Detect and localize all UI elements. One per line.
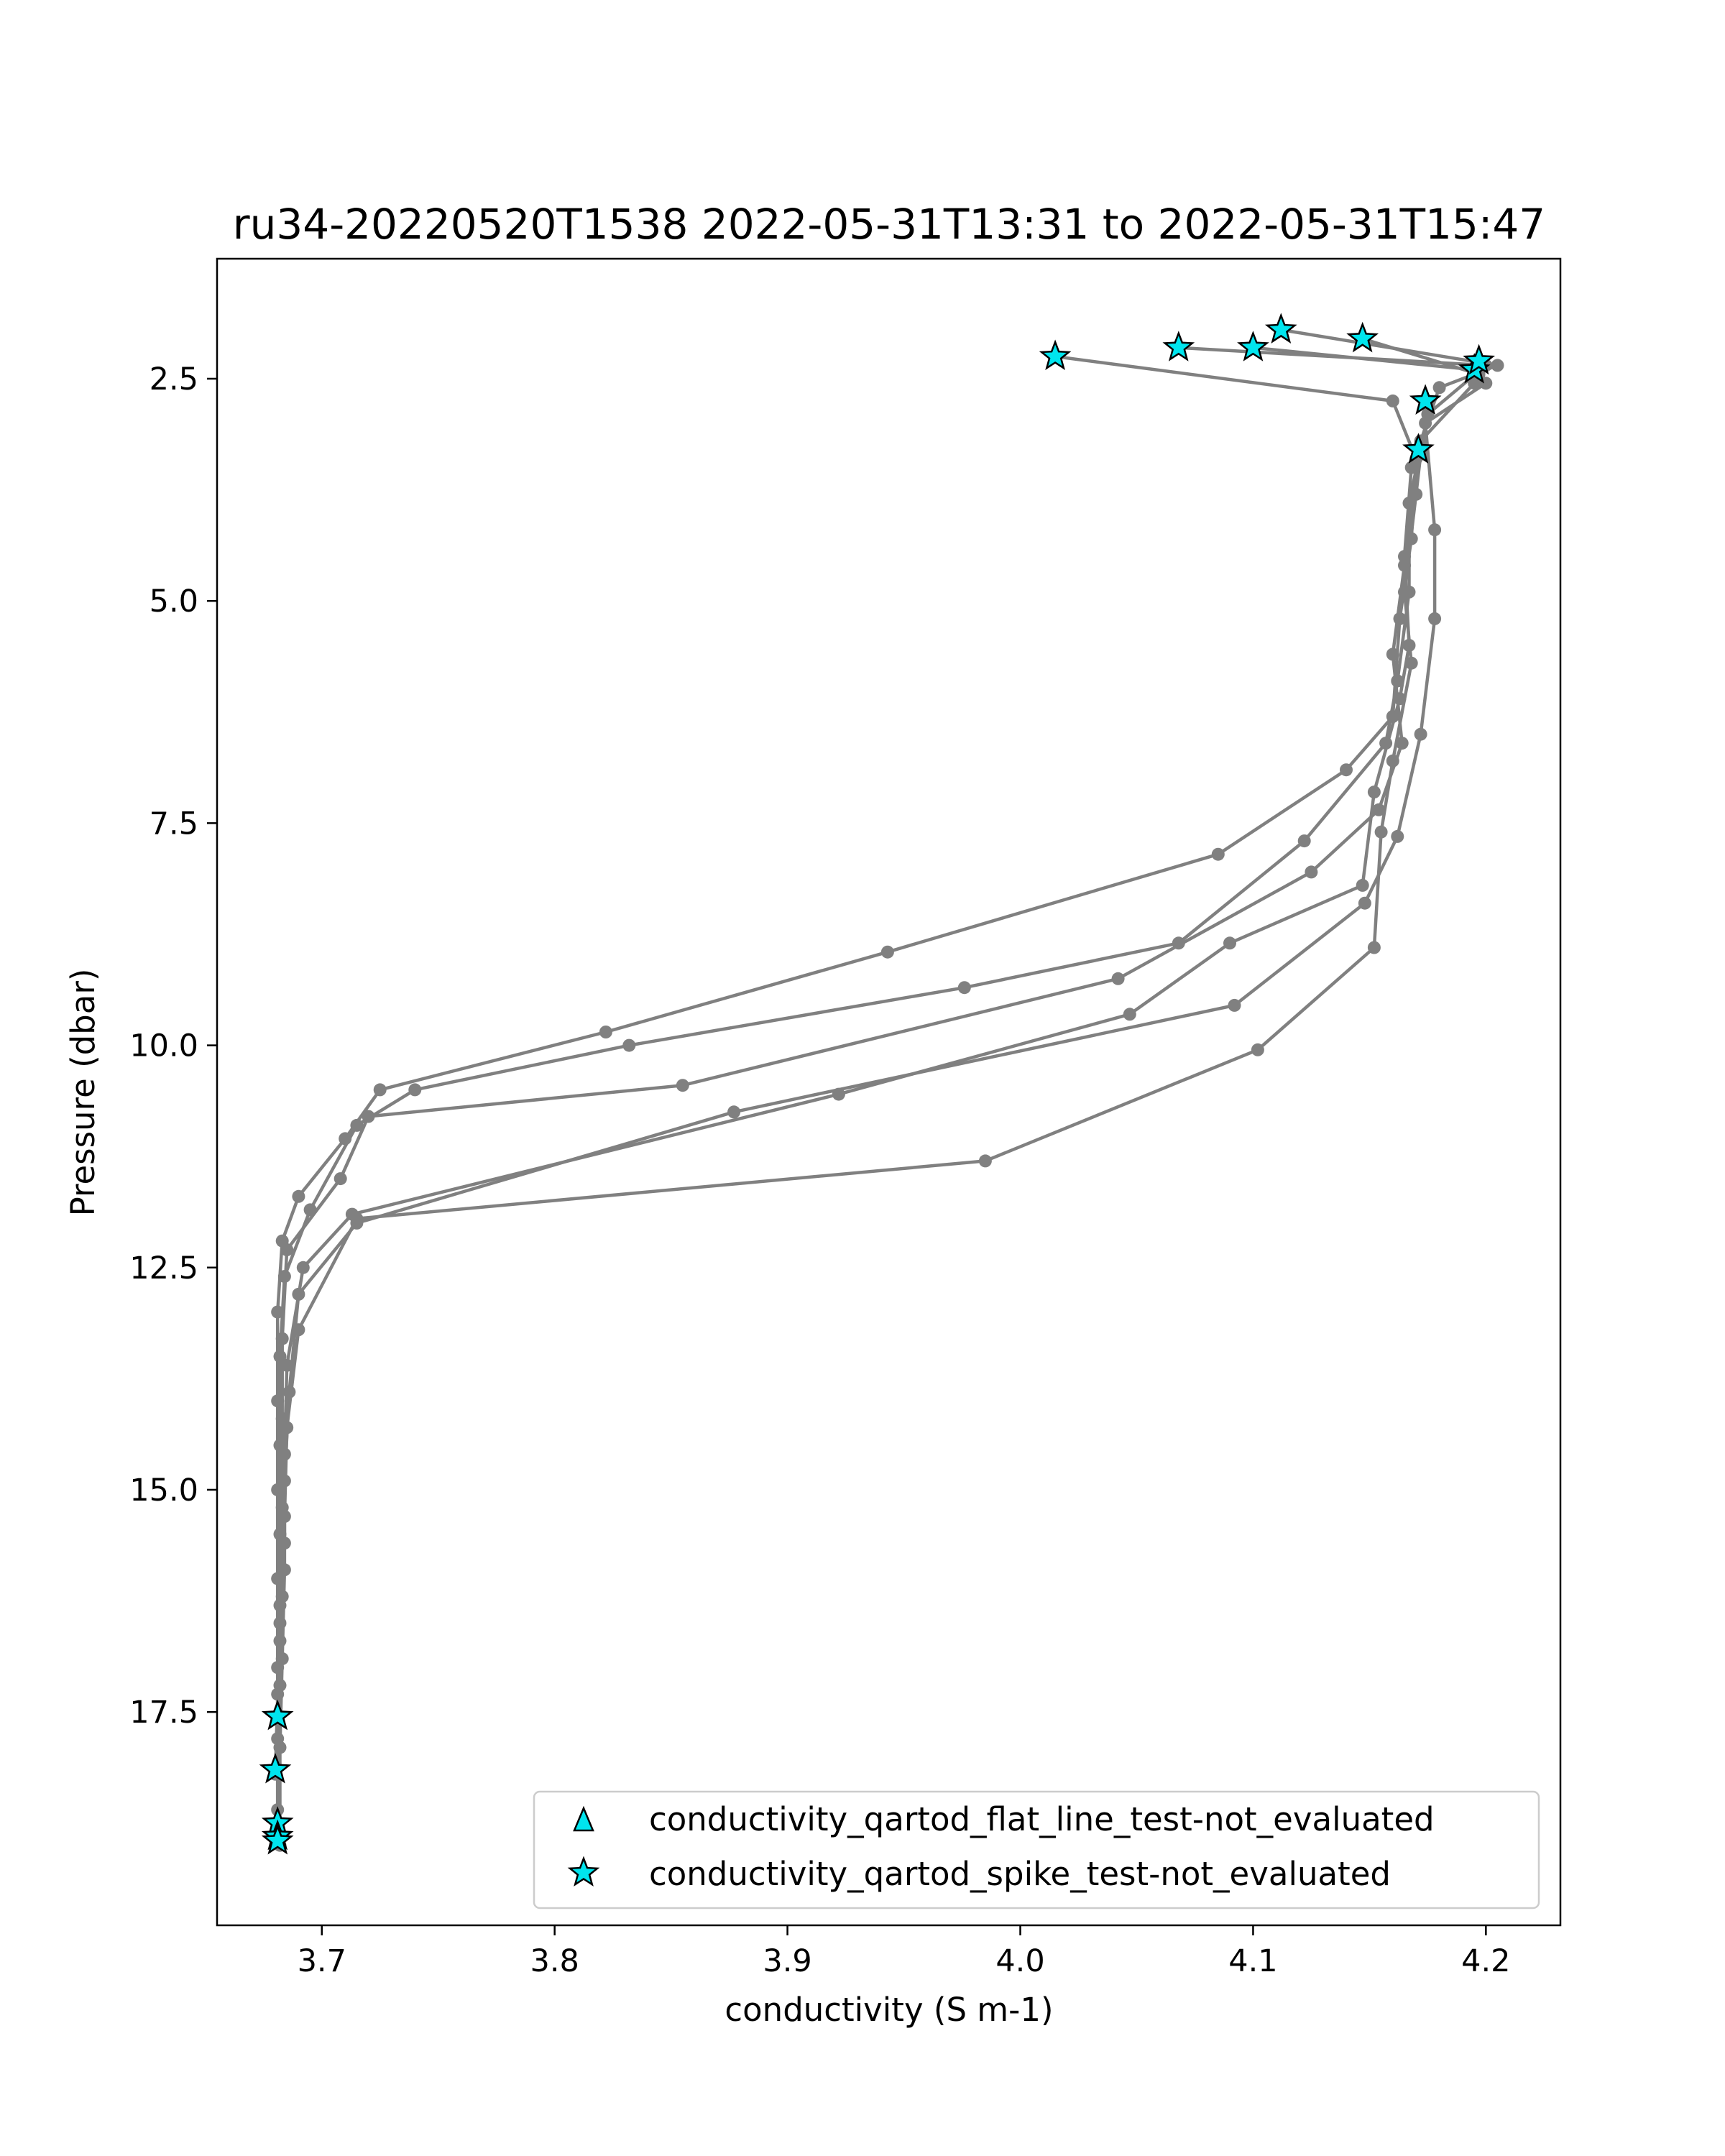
series-layer [269,323,1504,1852]
data-point [350,1212,364,1225]
data-point [1432,381,1446,395]
data-point [292,1189,305,1203]
data-point [1386,754,1399,768]
data-point [1372,803,1386,816]
y-axis-label: Pressure (dbar) [64,969,102,1217]
flag-layer [259,313,1496,1855]
data-point [1367,786,1381,799]
data-point [373,1083,387,1097]
y-tick-label: 15.0 [129,1473,198,1508]
data-point [275,1332,289,1345]
x-tick-label: 3.9 [763,1943,811,1979]
x-axis-label: conductivity (S m-1) [724,1991,1053,2029]
y-tick-label: 7.5 [150,806,198,842]
legend-box [533,1790,1540,1909]
data-point [1404,461,1418,474]
spike-flag-marker [1237,331,1269,361]
x-tick-label: 4.2 [1461,1943,1510,1979]
data-point [1358,896,1371,910]
data-point [727,1105,741,1119]
spike-flag-marker [259,1753,292,1784]
data-point [1111,972,1125,985]
data-point [599,1026,612,1038]
x-tick-label: 3.7 [298,1943,346,1979]
star-marker-icon [567,1856,600,1887]
data-point [1419,416,1432,430]
x-tick-label: 4.0 [995,1943,1044,1979]
legend-star-shape [567,1856,600,1887]
data-point [271,1687,285,1701]
profile-line [275,346,1476,1828]
x-axis: 3.7 3.8 3.9 4.0 4.1 4.2 [298,1925,1511,1979]
data-point [273,1741,287,1754]
triangle-marker-icon [573,1805,594,1832]
data-point [978,1154,992,1168]
data-point [1305,865,1318,879]
data-point [408,1083,422,1097]
legend-label-flat-line: conductivity_qartod_flat_line_test-not_e… [649,1800,1435,1838]
data-point [1491,359,1504,372]
data-point [1386,648,1399,661]
data-point [292,1287,305,1301]
data-point [362,1110,375,1123]
profile-line [275,453,1422,1810]
data-point [1395,737,1409,750]
data-point [1409,487,1423,501]
spike-flag-marker [1463,344,1496,375]
data-point [296,1261,310,1274]
data-point [1228,998,1241,1012]
y-tick-label: 2.5 [150,361,198,397]
data-point [1340,763,1353,777]
data-point [1404,656,1418,670]
spike-flag-marker [1409,384,1442,415]
y-tick-label: 17.5 [129,1695,198,1731]
data-point [1398,585,1411,599]
data-point [1428,612,1442,625]
spike-flag-marker [1264,313,1297,344]
spike-flag-marker [1402,433,1435,464]
legend-label-spike: conductivity_qartod_spike_test-not_evalu… [649,1855,1391,1893]
x-tick-label: 4.1 [1228,1943,1277,1979]
data-point [1428,523,1442,537]
data-point [957,981,971,995]
data-point [622,1038,636,1052]
data-point [1414,727,1427,741]
data-point [280,1421,294,1434]
data-point [676,1079,689,1092]
y-tick-label: 5.0 [150,584,198,619]
legend: conductivity_qartod_flat_line_test-not_e… [533,1790,1540,1909]
data-point [273,1598,287,1612]
data-point [1374,825,1388,839]
data-point [1356,878,1369,892]
data-point [880,945,894,959]
data-point [1223,936,1236,950]
spike-flag-marker [1346,321,1379,353]
spike-flag-marker [1162,331,1195,361]
data-point [1123,1008,1136,1021]
data-point [1367,941,1381,954]
data-point [1251,1043,1264,1056]
y-tick-label: 12.5 [129,1250,198,1286]
y-axis: 2.5 5.0 7.5 10.0 12.5 15.0 17.5 [129,361,217,1731]
y-tick-label: 10.0 [129,1028,198,1064]
data-point [1386,394,1399,407]
plot-frame [216,257,1562,1927]
spike-flag-marker [1039,339,1072,371]
data-point [292,1323,305,1337]
x-tick-label: 3.8 [530,1943,579,1979]
data-point [350,1118,364,1132]
spike-flag-marker [261,1699,294,1731]
data-point [1391,829,1404,843]
spike-flag-marker [261,1823,294,1855]
data-point [1211,847,1225,861]
data-point [280,1243,294,1256]
data-point [334,1172,347,1186]
data-point [277,1510,291,1524]
chart-title: ru34-20220520T1538 2022-05-31T13:31 to 2… [233,200,1545,249]
data-point [1297,834,1311,848]
